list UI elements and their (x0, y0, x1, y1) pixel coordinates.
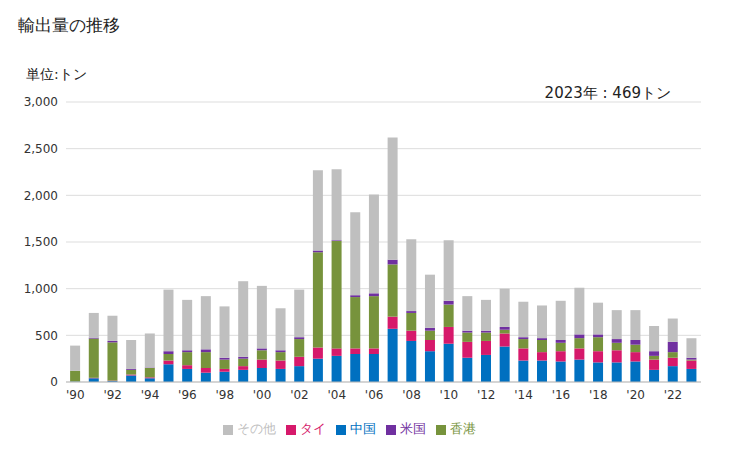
svg-text:'20: '20 (626, 388, 645, 402)
svg-text:1,500: 1,500 (24, 235, 58, 249)
html-text:タイ: タイ (300, 421, 326, 436)
svg-text:2,000: 2,000 (24, 189, 58, 203)
svg-text:1,000: 1,000 (24, 282, 58, 296)
svg-text:'90: '90 (66, 388, 85, 402)
svg-text:'16: '16 (552, 388, 571, 402)
svg-text:'10: '10 (440, 388, 459, 402)
svg-text:'96: '96 (178, 388, 197, 402)
svg-text:0: 0 (50, 375, 58, 389)
svg-text:'08: '08 (402, 388, 421, 402)
html-text:中国: 中国 (350, 421, 376, 436)
html-text:単位:トン: 単位:トン (26, 66, 87, 82)
svg-text:'22: '22 (664, 388, 683, 402)
svg-text:3,000: 3,000 (24, 95, 58, 109)
svg-text:'18: '18 (589, 388, 608, 402)
svg-text:500: 500 (35, 329, 58, 343)
html-text:その他: その他 (237, 421, 276, 436)
svg-text:'92: '92 (103, 388, 122, 402)
svg-text:'94: '94 (141, 388, 160, 402)
svg-text:2,500: 2,500 (24, 142, 58, 156)
svg-text:'06: '06 (365, 388, 384, 402)
html-text:2023年 : 469トン: 2023年 : 469トン (544, 84, 671, 102)
svg-text:'00: '00 (253, 388, 272, 402)
svg-text:'98: '98 (215, 388, 234, 402)
svg-text:'04: '04 (328, 388, 347, 402)
html-text:米国: 米国 (400, 421, 426, 436)
svg-text:'02: '02 (290, 388, 309, 402)
svg-text:'12: '12 (477, 388, 496, 402)
html-text:香港: 香港 (450, 421, 476, 436)
svg-text:'14: '14 (514, 388, 533, 402)
html-text:輸出量の推移: 輸出量の推移 (18, 15, 120, 35)
